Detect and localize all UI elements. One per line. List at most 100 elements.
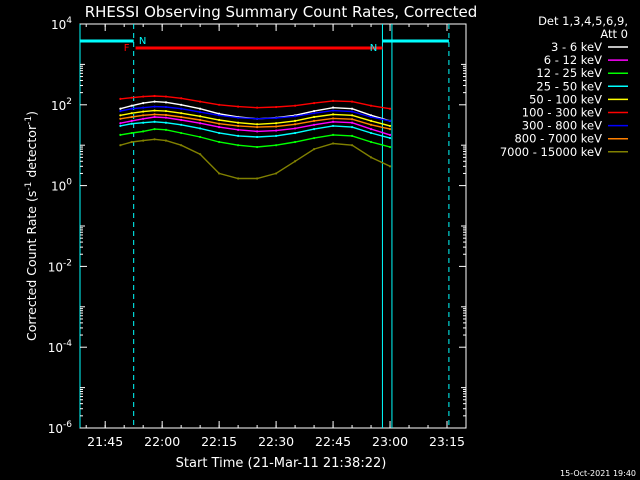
series-point [331,142,335,145]
series-point [199,122,202,125]
series-point [142,139,145,142]
series-point [369,140,373,144]
series-point [164,101,168,104]
series-point [256,177,259,180]
series-point [130,122,133,125]
series-point [180,115,183,119]
series-point [331,109,335,112]
x-tick-label: 22:00 [144,434,180,449]
night-boundaries [79,24,450,428]
series-point [199,153,202,156]
series-point [142,110,145,113]
series-point [293,131,297,135]
series-point [180,123,183,126]
series-point [388,133,392,136]
series-point [388,124,392,128]
series-point [153,120,156,123]
series-point [350,121,354,124]
series-point [256,145,259,149]
plot-frame [79,23,467,429]
series-point [293,140,297,144]
legend-label: 12 - 25 keV [536,66,602,80]
series-point [237,121,240,124]
series-point [153,109,156,112]
series-point [153,115,156,119]
series-point [369,156,373,159]
series-point [142,114,145,117]
series-point [119,144,122,147]
series-point [199,115,202,118]
series-point [237,134,240,137]
series-point [293,127,297,130]
series-point [275,129,278,132]
series-point [164,128,168,131]
series-point [164,113,168,117]
legend-label: 300 - 800 keV [522,119,602,133]
series-point [142,102,145,105]
series-point [153,138,156,141]
series-point [293,119,297,122]
series-point [119,107,122,110]
series-point [142,95,145,98]
series-point [142,121,145,124]
series-point [218,118,221,122]
series-point [293,160,297,163]
series-point [164,121,168,124]
y-tick-label: 10-2 [48,258,72,274]
x-axis-label: Start Time (21-Mar-11 21:38:22) [176,456,387,471]
series-point [275,105,278,109]
series-point [218,131,221,135]
series-point [218,112,221,115]
series-point [312,136,316,140]
series-point [119,122,122,125]
flag-label: N [370,43,377,54]
series-point [180,103,183,106]
series-point [237,124,240,128]
series-point [180,97,183,100]
series-point [130,104,133,107]
series-point [130,115,133,119]
series-point [180,131,183,135]
series-point [312,123,316,126]
series-point [331,133,335,136]
series-point [331,124,335,128]
series-point [275,172,278,175]
series-point [293,104,297,107]
series-point [130,131,133,135]
series-point [180,144,183,147]
series-point [237,177,240,180]
y-tick-label: 102 [51,97,72,113]
series-point [199,135,202,139]
series-point [275,134,278,137]
x-tick-label: 22:30 [258,434,294,449]
series-point [237,105,240,108]
series-point [237,128,240,131]
series-point [275,125,278,128]
series-point [119,114,122,117]
series-point [388,165,392,168]
series-point [369,123,373,126]
flag-label: F [124,43,130,54]
chart-title: RHESSI Observing Summary Count Rates, Co… [85,3,478,21]
legend-label: 25 - 50 keV [536,79,602,93]
y-tick-label: 10-4 [48,339,73,355]
series-point [275,144,278,147]
x-axis: 21:45 22:00 22:15 22:30 22:45 23:00 23:15 [85,24,465,449]
series-point [218,114,221,117]
legend-label: 800 - 7000 keV [514,132,602,146]
series-point [350,134,354,137]
series-point [153,94,156,98]
series-point [312,115,316,119]
y-tick-label: 100 [51,178,72,194]
series-point [350,100,354,103]
series-point [369,119,373,122]
series-point [256,126,259,129]
series-point [218,122,221,125]
series-point [256,106,259,109]
series-point [331,106,335,109]
series-point [369,114,373,117]
footer-timestamp: 15-Oct-2021 19:40 [560,469,636,478]
series-point [331,99,335,102]
x-tick-label: 22:15 [201,434,237,449]
